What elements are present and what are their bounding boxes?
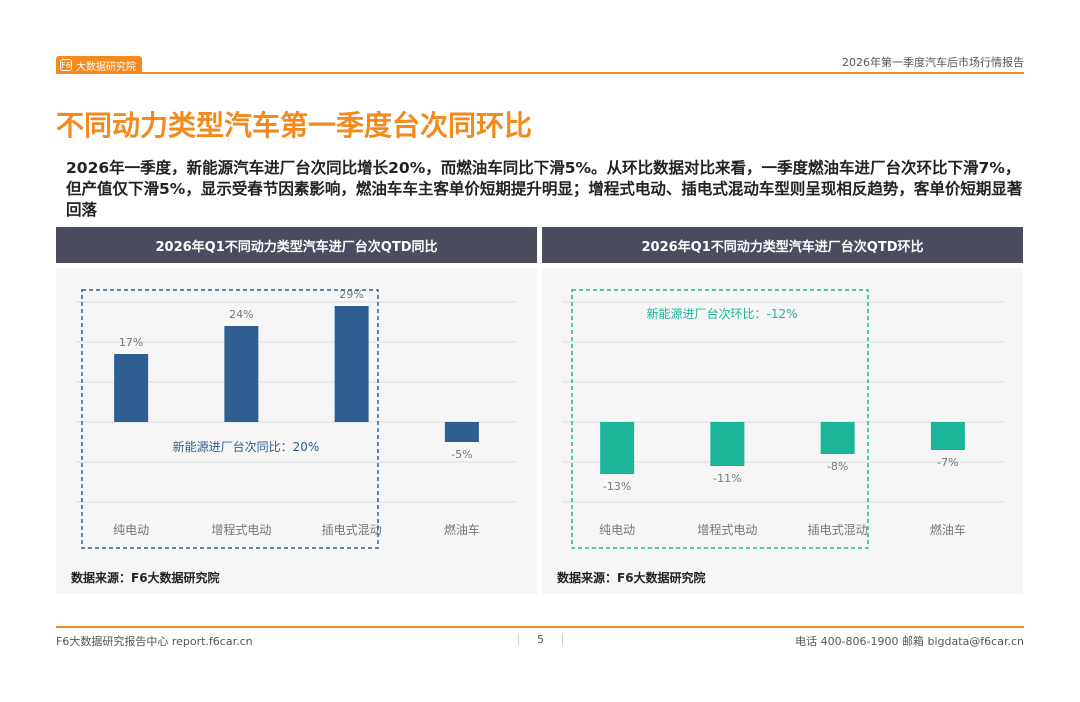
data-label: -8% xyxy=(827,460,848,473)
tick-label: 增程式电动 xyxy=(211,522,271,537)
tick-label: 插电式混动 xyxy=(322,523,382,537)
header-divider xyxy=(56,72,1024,74)
data-label: 17% xyxy=(119,336,143,349)
page-number: 5 xyxy=(537,633,544,646)
tick-label: 燃油车 xyxy=(930,522,966,537)
page-title: 不同动力类型汽车第一季度台次同环比 xyxy=(56,109,533,142)
tick-label: 燃油车 xyxy=(444,522,480,537)
new-energy-highlight-box xyxy=(571,289,869,549)
annotation: 新能源进厂台次同比：20% xyxy=(173,439,320,454)
bar xyxy=(710,422,745,466)
bar xyxy=(600,422,635,474)
data-label: 29% xyxy=(339,288,363,301)
bar xyxy=(224,326,259,422)
footer-contact: 电话 400-806-1900 邮箱 bigdata@f6car.cn xyxy=(795,635,1024,648)
right-panel-header: 2026年Q1不同动力类型汽车进厂台次QTD环比 xyxy=(542,227,1023,263)
f6-logo-icon: F6 xyxy=(60,59,72,71)
tick-label: 纯电动 xyxy=(113,523,149,537)
tick-label: 增程式电动 xyxy=(697,522,757,537)
data-label: -11% xyxy=(713,472,741,485)
footer-divider xyxy=(56,626,1024,628)
summary-text: 2026年一季度，新能源汽车进厂台次同比增长20%，而燃油车同比下滑5%。从环比… xyxy=(66,159,1023,219)
qoq-bar-chart: -13% 纯电动 -11% 增程式电动 -8% 插电式混动 -7% 燃油车 新能源进厂台次环比：… xyxy=(562,289,1003,549)
data-label: -5% xyxy=(451,448,472,461)
bar xyxy=(114,354,149,422)
logo-text: 大数据研究院 xyxy=(76,61,136,73)
bar xyxy=(334,306,369,422)
left-panel-header: 2026年Q1不同动力类型汽车进厂台次QTD同比 xyxy=(56,227,537,263)
yoy-bar-chart: 17% 纯电动 24% 增程式电动 29% 插电式混动 -5% 燃油车 新能源进厂台次同比：20… xyxy=(76,288,517,549)
annotation: 新能源进厂台次环比：-12% xyxy=(646,306,797,321)
tick-label: 插电式混动 xyxy=(808,523,868,537)
right-data-source: 数据来源：F6大数据研究院 xyxy=(557,571,706,585)
bar xyxy=(444,422,479,442)
bar xyxy=(930,422,965,450)
tick-label: 纯电动 xyxy=(599,523,635,537)
footer-left-text: F6大数据研究报告中心 report.f6car.cn xyxy=(56,635,253,648)
left-data-source: 数据来源：F6大数据研究院 xyxy=(71,571,220,585)
bar xyxy=(820,422,855,454)
report-title: 2026年第一季度汽车后市场行情报告 xyxy=(842,56,1024,69)
brand-logo: F6 大数据研究院 xyxy=(56,56,142,74)
data-label: -13% xyxy=(603,480,631,493)
data-label: 24% xyxy=(229,308,253,321)
right-chart-panel: -13% 纯电动 -11% 增程式电动 -8% 插电式混动 -7% 燃油车 新能源进厂台次环比：… xyxy=(542,268,1023,594)
footer-separator xyxy=(562,634,563,645)
new-energy-highlight-box xyxy=(81,289,379,549)
footer-separator xyxy=(518,634,519,645)
left-chart-panel: 17% 纯电动 24% 增程式电动 29% 插电式混动 -5% 燃油车 新能源进厂台次同比：20… xyxy=(56,268,537,594)
data-label: -7% xyxy=(937,456,958,469)
